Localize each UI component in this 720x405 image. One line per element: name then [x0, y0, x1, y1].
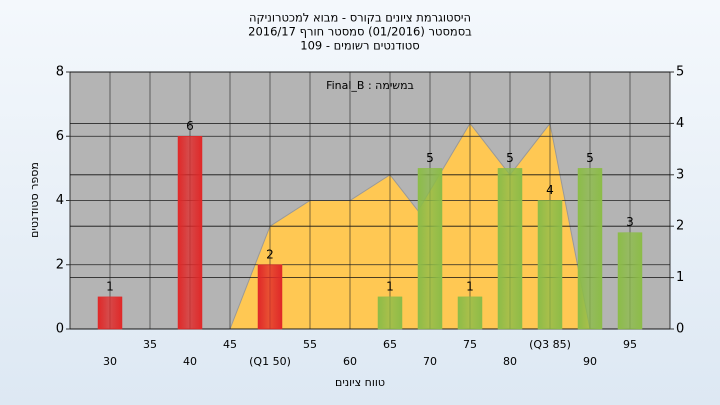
x-tick-label: 35 — [143, 338, 157, 351]
y2-tick-label: 4 — [676, 116, 684, 131]
data-label: 2 — [266, 247, 274, 261]
x-tick-label: 30 — [103, 355, 117, 368]
data-label: 6 — [186, 119, 194, 133]
x-tick-label: 40 — [183, 355, 197, 368]
data-label: 3 — [626, 215, 634, 229]
bar — [457, 296, 483, 330]
chart-title: היסטוגרמת ציונים בקורס - מבוא למכטרוניקה — [249, 11, 471, 25]
y2-tick-label: 0 — [676, 322, 684, 337]
data-label: 1 — [466, 279, 474, 293]
x-tick-label: 95 — [623, 338, 637, 351]
bar — [377, 296, 403, 330]
y2-tick-label: 1 — [676, 270, 684, 285]
x-tick-label: 55 — [303, 338, 317, 351]
y2-tick-label: 5 — [676, 65, 684, 80]
y-tick-label: 6 — [56, 129, 64, 144]
data-label: 5 — [426, 151, 434, 165]
x-tick-label: (Q1 50) — [249, 355, 291, 368]
x-tick-label: (Q3 85) — [529, 338, 571, 351]
data-label: 5 — [586, 151, 594, 165]
bar — [417, 168, 443, 330]
bar — [497, 168, 523, 330]
bar — [617, 232, 643, 330]
y-tick-label: 8 — [56, 65, 64, 80]
bar — [177, 136, 203, 330]
bar — [97, 296, 123, 330]
data-label: 5 — [506, 151, 514, 165]
x-tick-label: 80 — [503, 355, 517, 368]
y-axis-label: מספר סטודנטים — [28, 162, 41, 238]
data-label: 1 — [386, 279, 394, 293]
bar — [537, 200, 563, 330]
y-tick-label: 0 — [56, 322, 64, 337]
bar — [257, 264, 283, 330]
chart-subtitle: בסמסטר (01/2016) סמסטר חורף 2016/17 — [248, 25, 472, 39]
data-label: 1 — [106, 279, 114, 293]
y2-tick-label: 3 — [676, 167, 684, 182]
data-label: 4 — [546, 183, 554, 197]
annotation: במשימה : Final_B — [326, 79, 414, 92]
y-tick-label: 2 — [56, 257, 64, 272]
chart-subtitle: סטודנטים רשומים - 109 — [300, 39, 419, 53]
bar — [577, 168, 603, 330]
x-tick-label: 45 — [223, 338, 237, 351]
x-tick-label: 75 — [463, 338, 477, 351]
x-tick-label: 70 — [423, 355, 437, 368]
x-axis-label: טווח ציונים — [335, 376, 385, 389]
y2-tick-label: 2 — [676, 219, 684, 234]
x-tick-label: 90 — [583, 355, 597, 368]
x-tick-label: 65 — [383, 338, 397, 351]
x-tick-label: 60 — [343, 355, 357, 368]
y-tick-label: 4 — [56, 193, 64, 208]
